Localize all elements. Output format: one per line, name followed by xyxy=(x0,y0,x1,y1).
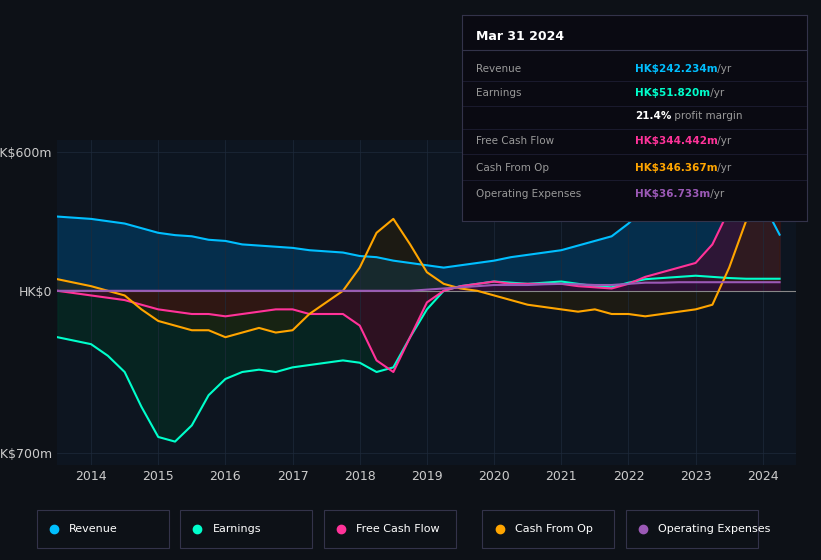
Text: HK$242.234m: HK$242.234m xyxy=(635,64,718,74)
Text: HK$36.733m: HK$36.733m xyxy=(635,189,710,199)
Text: Cash From Op: Cash From Op xyxy=(515,524,593,534)
Text: Operating Expenses: Operating Expenses xyxy=(658,524,771,534)
Text: Revenue: Revenue xyxy=(69,524,118,534)
Text: Free Cash Flow: Free Cash Flow xyxy=(476,136,554,146)
Text: Operating Expenses: Operating Expenses xyxy=(476,189,581,199)
Text: Revenue: Revenue xyxy=(476,64,521,74)
Text: Free Cash Flow: Free Cash Flow xyxy=(356,524,440,534)
Text: Earnings: Earnings xyxy=(213,524,261,534)
Text: /yr: /yr xyxy=(707,189,724,199)
Text: /yr: /yr xyxy=(714,64,732,74)
Text: profit margin: profit margin xyxy=(671,111,742,121)
Text: /yr: /yr xyxy=(714,162,732,172)
Text: HK$51.820m: HK$51.820m xyxy=(635,88,710,99)
Text: Earnings: Earnings xyxy=(476,88,521,99)
Text: /yr: /yr xyxy=(707,88,724,99)
Text: HK$344.442m: HK$344.442m xyxy=(635,136,718,146)
Text: Mar 31 2024: Mar 31 2024 xyxy=(476,30,564,43)
Text: Cash From Op: Cash From Op xyxy=(476,162,549,172)
Text: HK$346.367m: HK$346.367m xyxy=(635,162,718,172)
Text: 21.4%: 21.4% xyxy=(635,111,671,121)
Text: /yr: /yr xyxy=(714,136,732,146)
